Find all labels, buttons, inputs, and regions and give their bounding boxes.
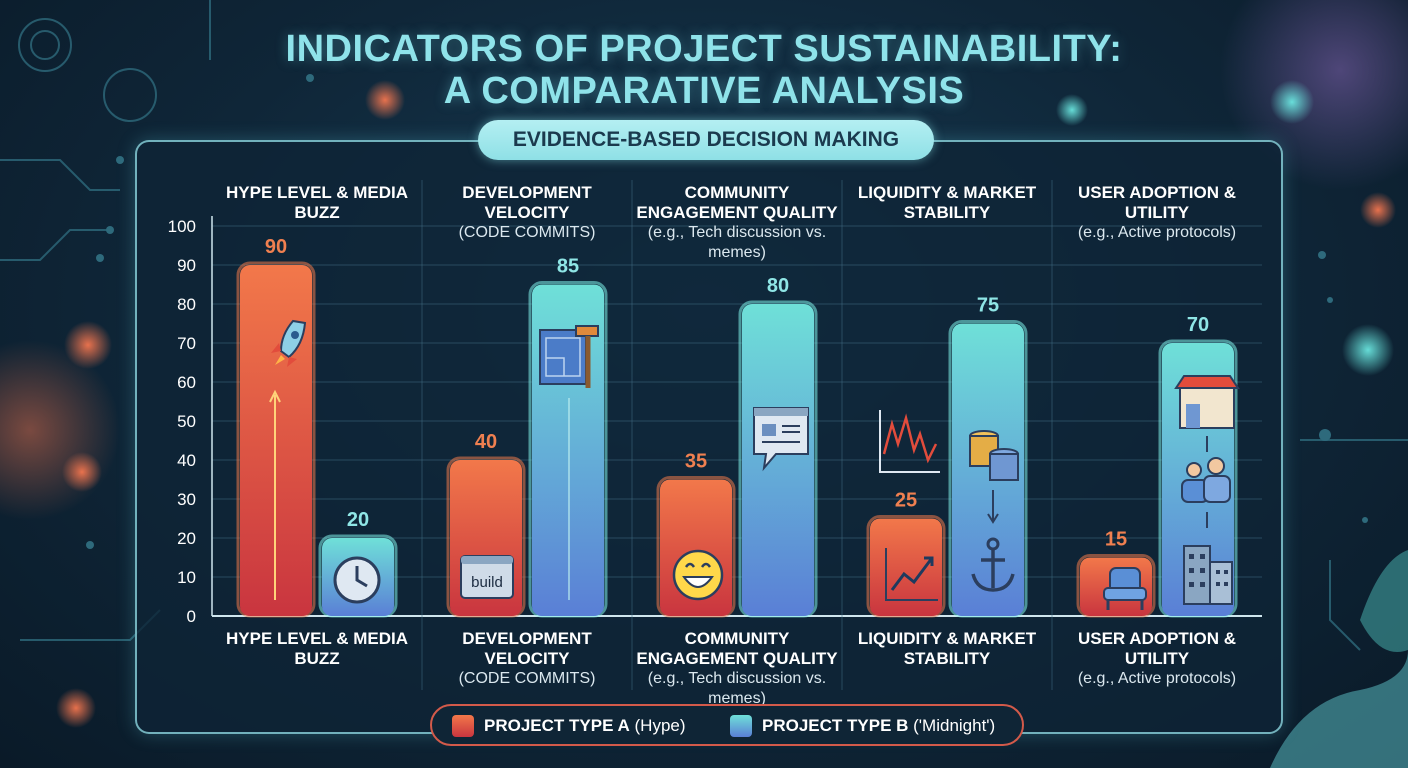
top-category-label: DEVELOPMENT VELOCITY (CODE COMMITS) <box>422 183 632 243</box>
category-name: LIQUIDITY & MARKET STABILITY <box>857 629 1037 668</box>
laughing-emoji-icon <box>672 549 724 601</box>
category-subtitle: (e.g., Tech discussion vs. memes) <box>647 224 827 261</box>
bar-b-3 <box>952 323 1024 616</box>
category-name: COMMUNITY ENGAGEMENT QUALITY <box>636 629 838 668</box>
category-name: USER ADOPTION & UTILITY <box>1077 183 1237 222</box>
legend-swatch-a <box>452 715 474 737</box>
chart-panel <box>135 140 1283 734</box>
data-label-a: 40 <box>475 431 497 453</box>
category-subtitle: (e.g., Active protocols) <box>1077 670 1237 687</box>
category-subtitle: (CODE COMMITS) <box>458 224 596 241</box>
store-people-building-icon <box>1174 375 1240 605</box>
blueprint-hammer-icon <box>539 325 599 388</box>
y-tick-label: 20 <box>177 529 196 548</box>
build-icon: build <box>460 555 514 599</box>
chart-subtitle: EVIDENCE-BASED DECISION MAKING <box>478 120 934 160</box>
title-line-2: A COMPARATIVE ANALYSIS <box>443 70 965 112</box>
category-name: LIQUIDITY & MARKET STABILITY <box>857 183 1037 222</box>
category-name: HYPE LEVEL & MEDIA BUZZ <box>226 629 408 668</box>
bottom-category-label: USER ADOPTION & UTILITY (e.g., Active pro… <box>1052 629 1262 689</box>
bottom-category-label: COMMUNITY ENGAGEMENT QUALITY (e.g., Tech … <box>632 629 842 709</box>
bar-b-2 <box>742 304 814 616</box>
clock-icon <box>333 556 381 604</box>
legend-swatch-b <box>730 715 752 737</box>
data-label-b: 70 <box>1187 314 1209 336</box>
growth-chart-icon <box>885 548 938 601</box>
legend: PROJECT TYPE A (Hype) PROJECT TYPE B ('M… <box>430 704 1024 746</box>
category-subtitle: (e.g., Tech discussion vs. memes) <box>647 670 827 707</box>
legend-a-rest: (Hype) <box>629 716 686 735</box>
top-category-label: LIQUIDITY & MARKET STABILITY <box>842 183 1052 223</box>
top-category-label: USER ADOPTION & UTILITY (e.g., Active pro… <box>1052 183 1262 243</box>
y-tick-label: 0 <box>187 607 196 626</box>
y-tick-label: 30 <box>177 490 196 509</box>
data-label-b: 85 <box>557 256 579 278</box>
y-tick-label: 40 <box>177 451 196 470</box>
data-label-b: 20 <box>347 509 369 531</box>
chart-title: INDICATORS OF PROJECT SUSTAINABILITY: A … <box>0 28 1408 112</box>
category-name: USER ADOPTION & UTILITY <box>1077 629 1237 668</box>
data-label-a: 90 <box>265 236 287 258</box>
category-name: DEVELOPMENT VELOCITY <box>462 629 592 668</box>
category-name: DEVELOPMENT VELOCITY <box>462 183 592 222</box>
data-label-a: 35 <box>685 451 707 473</box>
chair-icon <box>1103 567 1147 610</box>
legend-b-bold: PROJECT TYPE B <box>762 716 909 735</box>
svg-text:build: build <box>471 574 503 591</box>
legend-item-a: PROJECT TYPE A (Hype) <box>452 714 686 738</box>
top-category-label: COMMUNITY ENGAGEMENT QUALITY (e.g., Tech … <box>632 183 842 263</box>
bottom-category-label: DEVELOPMENT VELOCITY (CODE COMMITS) <box>422 629 632 689</box>
rocket-arrow-icon <box>269 389 281 600</box>
bottom-category-label: HYPE LEVEL & MEDIA BUZZ <box>212 629 422 669</box>
data-label-a: 25 <box>895 490 917 512</box>
bar-a-3 <box>870 518 942 616</box>
y-tick-label: 60 <box>177 373 196 392</box>
chat-document-icon <box>753 407 809 472</box>
title-line-1: INDICATORS OF PROJECT SUSTAINABILITY: <box>285 28 1123 70</box>
y-tick-label: 50 <box>177 412 196 431</box>
data-label-b: 75 <box>977 295 999 317</box>
legend-b-rest: ('Midnight') <box>908 716 996 735</box>
y-tick-label: 80 <box>177 295 196 314</box>
data-label-b: 80 <box>767 275 789 297</box>
legend-a-bold: PROJECT TYPE A <box>484 716 630 735</box>
category-subtitle: (CODE COMMITS) <box>458 670 596 687</box>
top-category-label: HYPE LEVEL & MEDIA BUZZ <box>212 183 422 223</box>
y-tick-label: 100 <box>168 217 196 236</box>
category-subtitle: (e.g., Active protocols) <box>1077 224 1237 241</box>
coins-anchor-icon <box>969 430 1019 592</box>
y-tick-label: 10 <box>177 568 196 587</box>
y-tick-label: 70 <box>177 334 196 353</box>
bottom-category-label: LIQUIDITY & MARKET STABILITY <box>842 629 1052 669</box>
y-tick-label: 90 <box>177 256 196 275</box>
volatile-chart-icon <box>879 410 940 473</box>
rocket-icon <box>271 319 307 367</box>
category-name: HYPE LEVEL & MEDIA BUZZ <box>226 183 408 222</box>
category-name: COMMUNITY ENGAGEMENT QUALITY <box>636 183 838 222</box>
data-label-a: 15 <box>1105 529 1127 551</box>
legend-item-b: PROJECT TYPE B ('Midnight') <box>730 714 995 738</box>
